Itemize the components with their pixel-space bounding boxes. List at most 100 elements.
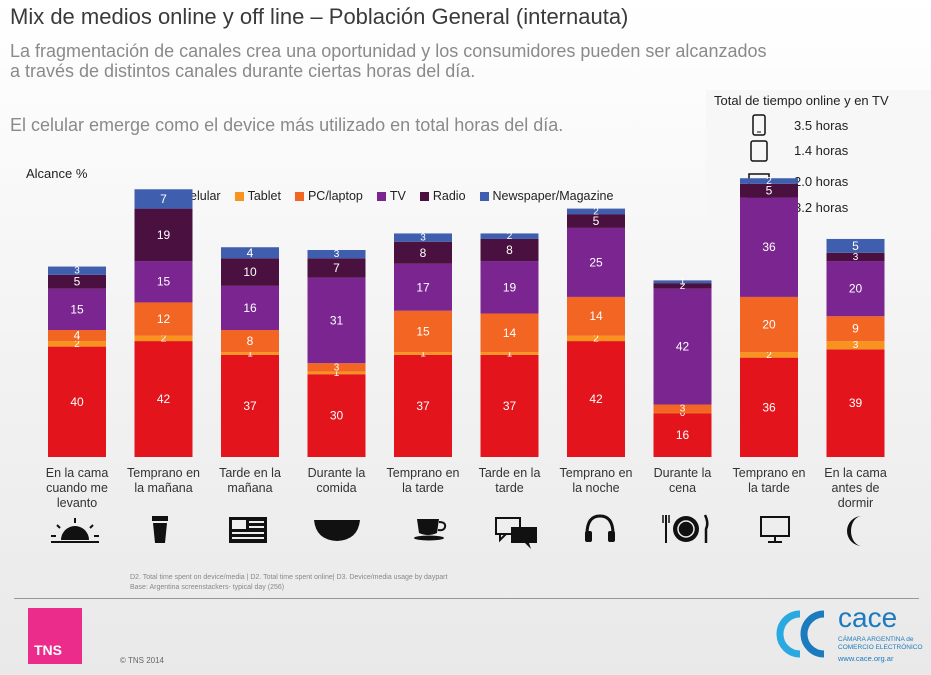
cace-url: www.cace.org.ar xyxy=(838,654,894,663)
bar-segment-newspaper-magazine xyxy=(480,233,539,239)
bar-segment-radio xyxy=(221,258,279,286)
category-label: Temprano en la tarde xyxy=(382,466,464,496)
data-label: 5 xyxy=(74,275,81,289)
footnote-line-1: D2. Total time spent on device/media | D… xyxy=(130,574,448,581)
subtitle-line-1: La fragmentación de canales crea una opo… xyxy=(10,41,767,61)
data-label: 1 xyxy=(247,349,253,360)
headphones-icon xyxy=(585,514,615,542)
data-label: 42 xyxy=(676,340,690,354)
bar-segment-tablet xyxy=(134,335,193,342)
bar-segment-pc-laptop xyxy=(567,296,625,336)
tns-logo-text: TNS xyxy=(34,642,62,658)
data-label: 36 xyxy=(762,400,776,414)
data-label: 37 xyxy=(416,399,430,413)
data-label: 3 xyxy=(334,362,340,373)
category-label-line: Temprano en xyxy=(559,466,633,480)
bar-segment-tv xyxy=(740,197,798,297)
bar-segment-pc-laptop xyxy=(740,296,798,353)
data-label: 37 xyxy=(243,399,257,413)
data-label: 37 xyxy=(503,399,517,413)
device-tablet-hours: 1.4 horas xyxy=(794,143,849,158)
cace-logo-mark xyxy=(776,610,825,658)
category-label-line: Temprano en xyxy=(386,466,460,480)
bar-segment-celular xyxy=(134,341,193,457)
data-label: 5 xyxy=(852,239,859,253)
category-label: En la cama cuando me levanto xyxy=(36,466,118,511)
data-label: 31 xyxy=(330,313,344,327)
data-label: 15 xyxy=(157,275,171,289)
legend-swatch xyxy=(479,191,489,201)
data-label: 16 xyxy=(243,301,257,315)
data-label: 9 xyxy=(852,322,859,336)
data-label: 4 xyxy=(74,329,81,343)
cace-line-1: CÁMARA ARGENTINA de xyxy=(838,636,914,643)
bar-segment-newspaper-magazine xyxy=(567,208,625,215)
data-label: 2 xyxy=(507,231,513,242)
tablet-icon xyxy=(750,140,768,162)
legend-label: Radio xyxy=(432,189,466,203)
bar-segment-tv xyxy=(307,277,366,364)
chat-bubbles-icon xyxy=(495,517,537,549)
category-label-line: antes de xyxy=(831,481,880,495)
data-label: 3 xyxy=(853,340,859,351)
legend-swatch xyxy=(294,191,304,201)
bar-segment-newspaper-magazine xyxy=(740,178,798,184)
data-label: 8 xyxy=(420,246,427,260)
cace-name: cace xyxy=(838,602,898,633)
legend-label: PC/laptop xyxy=(307,189,363,203)
data-label: 7 xyxy=(160,192,167,206)
data-label: 14 xyxy=(503,326,517,340)
data-label: 20 xyxy=(762,318,776,332)
data-label: 3 xyxy=(334,249,340,260)
data-label: 2 xyxy=(161,333,167,344)
category-label: Tarde en la mañana xyxy=(209,466,291,496)
data-label: 25 xyxy=(589,255,603,269)
bowl-icon xyxy=(314,520,360,541)
data-label: 1 xyxy=(420,349,426,360)
category-label-line: tarde xyxy=(495,481,524,495)
bar-segment-pc-laptop xyxy=(221,330,279,353)
device-tv-hours: 3.2 horas xyxy=(794,200,849,215)
category-label-line: Tarde en la xyxy=(219,466,281,480)
bar-segment-tablet xyxy=(653,412,712,414)
device-smartphone-hours: 3.5 horas xyxy=(794,118,849,133)
category-label-line: la tarde xyxy=(748,481,790,495)
bar-segment-celular xyxy=(480,354,539,457)
bar-segment-tablet xyxy=(826,341,885,350)
bar-segment-radio xyxy=(740,183,798,198)
data-label: 2 xyxy=(766,176,772,187)
bar-segment-pc-laptop xyxy=(394,310,452,353)
bar-segment-tv xyxy=(480,261,539,314)
category-label-line: dormir xyxy=(837,496,874,510)
data-label: 0 xyxy=(680,408,686,419)
data-label: 19 xyxy=(503,280,517,294)
data-label: 7 xyxy=(333,261,340,275)
footer-divider xyxy=(14,598,919,599)
bar-segment-pc-laptop xyxy=(653,404,712,413)
data-label: 2 xyxy=(593,333,599,344)
bar-segment-tv xyxy=(567,227,625,297)
smartphone-icon xyxy=(752,114,766,136)
data-label: 20 xyxy=(849,282,863,296)
bar-segment-tablet xyxy=(480,352,539,355)
cace-logo: cace CÁMARA ARGENTINA de COMERCIO ELECTR… xyxy=(768,602,928,666)
moon-icon xyxy=(847,516,862,546)
data-label: 4 xyxy=(247,246,254,260)
data-label: 39 xyxy=(849,396,863,410)
bar-segment-celular xyxy=(394,354,452,457)
data-label: 1 xyxy=(507,349,513,360)
bar-segment-pc-laptop xyxy=(826,316,885,342)
category-label-line: En la cama xyxy=(45,466,109,480)
bar-segment-newspaper-magazine xyxy=(48,266,106,275)
subtitle-line-2: a través de distintos canales durante ci… xyxy=(10,61,476,81)
bar-segment-radio xyxy=(480,238,539,262)
monitor-icon xyxy=(760,516,790,543)
tns-logo: TNS xyxy=(28,608,82,664)
bar-segment-pc-laptop xyxy=(134,302,193,336)
data-label: 3 xyxy=(853,252,859,263)
data-label: 15 xyxy=(416,324,430,338)
bar-segment-celular xyxy=(653,412,712,457)
bar-segment-tablet xyxy=(567,335,625,342)
bar-segment-tv xyxy=(653,288,712,405)
subtitle-highlight: El celular emerge como el device más uti… xyxy=(10,115,564,135)
